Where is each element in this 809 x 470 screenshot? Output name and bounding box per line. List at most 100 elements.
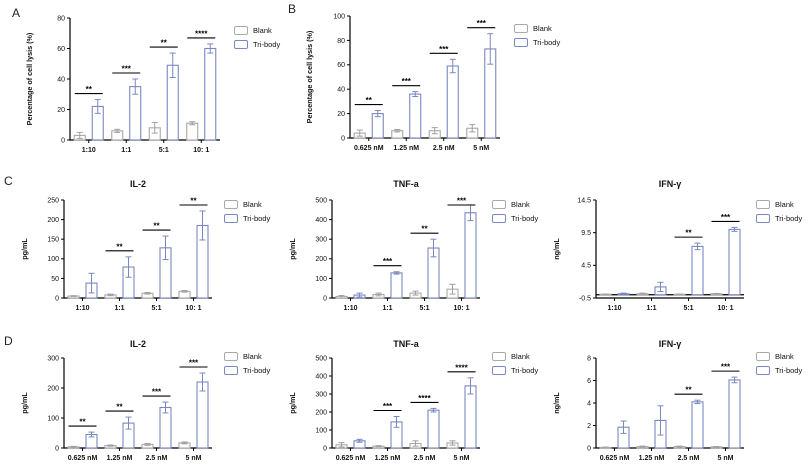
bar-tri-body	[464, 385, 477, 449]
significance-stars: ***	[477, 19, 487, 28]
significance-stars: ***	[402, 77, 412, 86]
bar-tri-body	[691, 401, 704, 449]
bar-tri-body	[446, 65, 459, 139]
x-tick-label: 1:1	[114, 305, 124, 312]
chart-block-c-ifng: -0.5 4.5 9.5 14.5 ng/mL IFN-γ 1:10 1:1 5:1 ** 10: …	[548, 176, 802, 328]
legend-swatch-tri-body	[756, 366, 770, 375]
y-tick-label: 0	[341, 135, 345, 142]
y-tick-label: 200	[47, 385, 59, 392]
y-axis-label: ng/mL	[552, 238, 561, 260]
y-axis-label: pg/mL	[20, 238, 29, 260]
x-tick-label: 1.25 nM	[639, 455, 665, 462]
legend: Blank Tri-body	[492, 352, 538, 375]
legend-item-tri-body: Tri-body	[234, 40, 280, 49]
y-tick-label: 14.5	[577, 197, 591, 204]
significance-stars: ***	[721, 213, 731, 222]
y-tick-label: 8	[587, 355, 591, 362]
chart-block-d-il2: 0 100 200 300 pg/mL IL-2 0.625 nM ** 1.25 nM ** 2.…	[16, 338, 270, 468]
bar-tri-body	[204, 47, 217, 141]
x-tick-label: 5:1	[683, 305, 693, 312]
legend-item-blank: Blank	[224, 352, 270, 361]
x-tick-label: 10: 1	[193, 147, 209, 154]
legend-label: Blank	[533, 24, 552, 33]
significance-stars: ***	[439, 45, 449, 54]
y-tick-label: 200	[315, 256, 327, 263]
bar-tri-body	[409, 93, 422, 139]
bar-chart-tnf-a: 0 100 200 300 400 500 pg/mL TNF-a 1:10 1:1 *** 5:1 *…	[288, 179, 480, 312]
chart-title: IFN-γ	[659, 179, 682, 189]
x-tick-label: 1:1	[646, 305, 656, 312]
y-axis-label: Percentage of cell lysis (%)	[305, 30, 314, 123]
y-tick-label: 0	[55, 295, 59, 302]
legend: Blank Tri-body	[234, 26, 280, 49]
legend-swatch-blank	[224, 200, 238, 209]
legend-label: Blank	[243, 352, 262, 361]
chart-title: IL-2	[130, 339, 146, 349]
legend-swatch-blank	[492, 352, 506, 361]
chart-block-d-tnfa: 0 100 200 300 400 500 pg/mL TNF-a 0.625 nM 1.25 n…	[284, 338, 538, 468]
x-tick-label: 1.25 nM	[393, 145, 419, 152]
y-tick-label: 100	[315, 427, 327, 434]
significance-stars: ****	[195, 29, 208, 38]
legend-label: Tri-body	[253, 40, 281, 49]
x-tick-label: 5 nM	[473, 145, 489, 152]
bar-tri-body	[159, 406, 172, 449]
x-tick-label: 0.625 nM	[354, 145, 384, 152]
y-axis-label: pg/mL	[288, 392, 297, 414]
legend-label: Tri-body	[243, 366, 271, 375]
y-tick-label: 50	[51, 276, 59, 283]
panel-letter-b: B	[288, 2, 297, 16]
bar-chart-panel-b: 0 20 40 60 80 100 Percentage of cell lysis (%)…	[305, 13, 500, 152]
legend-item-tri-body: Tri-body	[756, 366, 802, 375]
x-tick-label: 1:10	[343, 305, 357, 312]
significance-stars: **	[79, 418, 86, 427]
y-tick-label: 300	[315, 237, 327, 244]
x-tick-label: 1:10	[75, 305, 89, 312]
y-tick-label: 300	[47, 355, 59, 362]
bar-tri-body	[691, 245, 704, 296]
x-tick-label: 2.5 nM	[146, 455, 168, 462]
legend-item-tri-body: Tri-body	[224, 366, 270, 375]
chart-block-panel-a: 0 20 40 60 80 Percentage of cell lysis (%) 1:1…	[20, 8, 280, 166]
y-tick-label: 400	[315, 217, 327, 224]
bar-blank	[186, 122, 199, 141]
legend-item-blank: Blank	[234, 26, 280, 35]
y-tick-label: 60	[337, 62, 345, 69]
bar-chart-ifn-γ: 0 2 4 6 8 ng/mL IFN-γ 0.625 nM 1.25 nM 2.5 nM ** 5 …	[552, 339, 744, 462]
x-tick-label: 1:10	[82, 147, 96, 154]
y-tick-label: 20	[57, 107, 65, 114]
y-tick-label: 80	[57, 15, 65, 22]
legend-item-tri-body: Tri-body	[514, 38, 560, 47]
x-tick-label: 0.625 nM	[600, 455, 630, 462]
y-tick-label: 0	[587, 445, 591, 452]
y-tick-label: 150	[47, 237, 59, 244]
panel-letter-c: C	[4, 174, 14, 188]
legend-label: Tri-body	[243, 214, 271, 223]
significance-stars: ***	[383, 402, 393, 411]
legend-swatch-blank	[756, 200, 770, 209]
y-axis-label: Percentage of cell lysis (%)	[25, 32, 34, 125]
chart-block-d-ifng: 0 2 4 6 8 ng/mL IFN-γ 0.625 nM 1.25 nM 2.5 nM ** 5 …	[548, 338, 802, 468]
chart-title: TNF-a	[393, 339, 419, 349]
legend-item-tri-body: Tri-body	[492, 214, 538, 223]
y-tick-label: 4.5	[581, 263, 591, 270]
legend: Blank Tri-body	[492, 200, 538, 223]
legend-label: Blank	[511, 200, 530, 209]
y-tick-label: 400	[315, 373, 327, 380]
y-tick-label: 100	[333, 13, 345, 20]
bar-tri-body	[728, 379, 741, 449]
significance-stars: **	[86, 85, 93, 94]
legend-swatch-tri-body	[234, 40, 248, 49]
significance-stars: ***	[152, 388, 162, 397]
legend-item-blank: Blank	[492, 352, 538, 361]
significance-stars: ***	[457, 197, 467, 206]
legend: Blank Tri-body	[224, 352, 270, 375]
x-tick-label: 5:1	[419, 305, 429, 312]
legend-swatch-tri-body	[224, 214, 238, 223]
significance-stars: **	[190, 197, 197, 206]
significance-stars: **	[685, 386, 692, 395]
y-axis-label: pg/mL	[20, 392, 29, 414]
x-tick-label: 5:1	[159, 147, 169, 154]
y-tick-label: 40	[57, 76, 65, 83]
legend-item-tri-body: Tri-body	[224, 214, 270, 223]
